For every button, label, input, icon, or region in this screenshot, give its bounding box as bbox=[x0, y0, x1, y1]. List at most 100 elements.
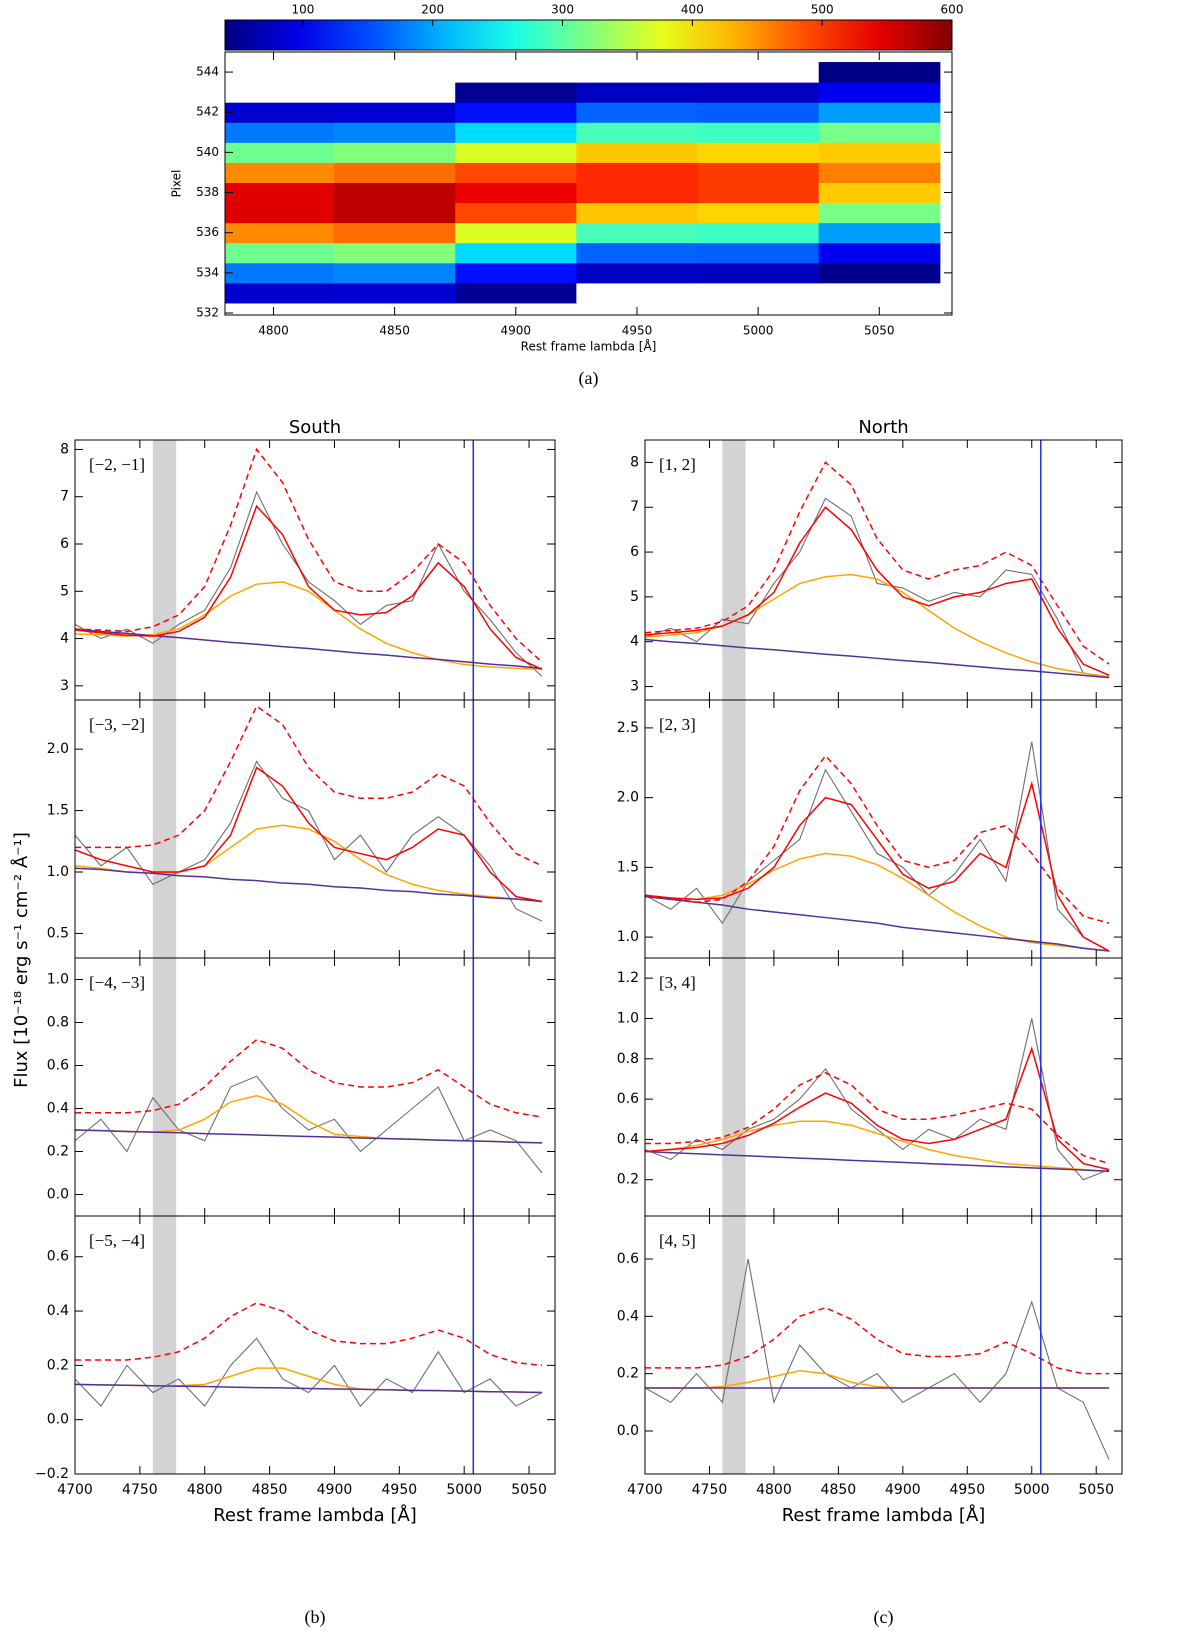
heatmap-cell bbox=[225, 182, 335, 204]
series-line bbox=[645, 638, 1110, 679]
series-line bbox=[75, 1075, 543, 1174]
y-tick-label: 538 bbox=[196, 185, 219, 199]
heatmap-cell bbox=[455, 62, 577, 83]
plot-area bbox=[645, 958, 1110, 1216]
heatmap-cell bbox=[455, 102, 577, 123]
heatmap-cell bbox=[697, 82, 820, 103]
series-line bbox=[75, 1337, 543, 1407]
x-tick-label: 4950 bbox=[382, 1482, 418, 1498]
heatmap-cell bbox=[225, 122, 335, 143]
heatmap-cell bbox=[818, 102, 941, 123]
colorbar-tick-label: 600 bbox=[941, 3, 964, 17]
masked-band bbox=[152, 700, 177, 958]
masked-band bbox=[152, 958, 177, 1216]
x-tick-label: 5000 bbox=[743, 324, 774, 338]
y-tick-label: 5 bbox=[60, 583, 69, 599]
plot-frame bbox=[74, 1215, 556, 1475]
y-tick-label: 1.0 bbox=[617, 929, 639, 945]
plot-area bbox=[75, 440, 543, 700]
series-line bbox=[645, 1072, 1110, 1165]
y-tick-label: 0.0 bbox=[47, 1412, 69, 1428]
y-tick-label: 4 bbox=[630, 634, 639, 650]
heatmap-cell bbox=[334, 102, 456, 123]
heatmap-cell bbox=[334, 122, 456, 143]
series-line bbox=[645, 1150, 1110, 1172]
masked-band bbox=[152, 440, 177, 700]
heatmap-cell bbox=[225, 262, 335, 284]
heatmap-cell bbox=[225, 202, 335, 224]
heatmap-cell bbox=[576, 82, 699, 103]
y-tick-label: 1.0 bbox=[617, 1010, 639, 1026]
heatmap-cell bbox=[818, 82, 941, 103]
y-tick-label: 540 bbox=[196, 145, 219, 159]
plot-area bbox=[645, 700, 1110, 958]
series-line bbox=[75, 504, 543, 670]
series-line bbox=[645, 1258, 1110, 1460]
series-line bbox=[645, 1046, 1110, 1171]
heatmap-cell bbox=[225, 82, 335, 103]
x-tick-label: 4800 bbox=[756, 1482, 792, 1498]
heatmap-cells bbox=[225, 62, 941, 315]
caption: (a) bbox=[579, 368, 599, 389]
x-tick-label: 4850 bbox=[379, 324, 410, 338]
plot-area bbox=[75, 700, 543, 958]
y-tick-label: 2.0 bbox=[47, 741, 69, 757]
x-tick-label: 5050 bbox=[1078, 1482, 1114, 1498]
heatmap-cell bbox=[697, 222, 820, 244]
y-tick-label: 0.4 bbox=[617, 1131, 639, 1147]
heatmap-cell bbox=[225, 62, 335, 83]
heatmap-cell bbox=[818, 282, 941, 304]
heatmap-cell bbox=[225, 222, 335, 244]
heatmap-cell bbox=[818, 62, 941, 83]
series-line bbox=[645, 754, 1110, 924]
x-tick-label: 4900 bbox=[317, 1482, 353, 1498]
series-line bbox=[75, 628, 543, 670]
series-line bbox=[75, 760, 543, 922]
y-tick-label: 1.5 bbox=[47, 803, 69, 819]
x-tick-label: 4750 bbox=[692, 1482, 728, 1498]
x-tick-label: 5050 bbox=[864, 324, 895, 338]
heatmap-cell bbox=[334, 262, 456, 284]
heatmap-cell bbox=[576, 102, 699, 123]
x-tick-label: 5000 bbox=[1014, 1482, 1050, 1498]
x-tick-label: 4800 bbox=[258, 324, 289, 338]
y-tick-label: 5 bbox=[630, 589, 639, 605]
heatmap-cell bbox=[818, 182, 941, 204]
y-tick-label: 2.5 bbox=[617, 720, 639, 736]
y-tick-label: 1.0 bbox=[47, 864, 69, 880]
x-tick-label: 4950 bbox=[622, 324, 653, 338]
heatmap-cell bbox=[334, 202, 456, 224]
heatmap-cell bbox=[455, 262, 577, 284]
series-line bbox=[75, 766, 543, 903]
y-tick-label: 0.2 bbox=[617, 1366, 639, 1382]
y-tick-label: 3 bbox=[630, 679, 639, 695]
heatmap-cell bbox=[455, 222, 577, 244]
plot-area bbox=[75, 1216, 543, 1474]
series-line bbox=[75, 1129, 543, 1144]
heatmap-cell bbox=[576, 142, 699, 163]
colorbar-tick-label: 100 bbox=[291, 3, 314, 17]
heatmap-cell bbox=[818, 242, 941, 264]
heatmap-cell bbox=[697, 262, 820, 284]
x-axis-label: Rest frame lambda [Å] bbox=[213, 1504, 417, 1526]
colorbar-tick-label: 500 bbox=[811, 3, 834, 17]
x-tick-label: 5000 bbox=[446, 1482, 482, 1498]
y-tick-label: 0.2 bbox=[617, 1172, 639, 1188]
y-tick-label: 0.4 bbox=[617, 1308, 639, 1324]
heatmap-cell bbox=[225, 102, 335, 123]
plot-frame bbox=[644, 439, 1123, 701]
heatmap-cell bbox=[697, 62, 820, 83]
heatmap-cell bbox=[334, 282, 456, 304]
heatmap-cell bbox=[818, 162, 941, 183]
colorbar bbox=[224, 19, 953, 51]
heatmap-cell bbox=[818, 262, 941, 284]
y-tick-label: 8 bbox=[60, 441, 69, 457]
series-line bbox=[645, 506, 1110, 677]
y-tick-label: 6 bbox=[630, 544, 639, 560]
series-line bbox=[75, 1302, 543, 1367]
heatmap-cell bbox=[455, 282, 577, 304]
plot-frame bbox=[644, 1215, 1123, 1475]
heatmap-cell bbox=[697, 202, 820, 224]
heatmap-cell bbox=[334, 182, 456, 204]
